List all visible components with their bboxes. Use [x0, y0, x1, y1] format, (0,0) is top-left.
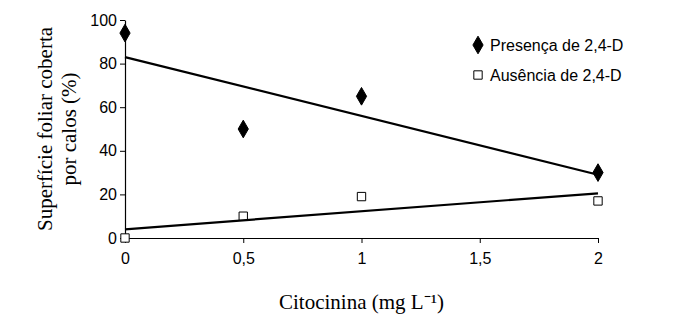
point: [356, 87, 366, 105]
point: [121, 234, 129, 242]
tick-label: 20: [99, 186, 117, 203]
legend-marker: [474, 71, 482, 79]
y-axis-title: por calos (%): [57, 72, 81, 185]
tick-label: 1: [358, 250, 367, 267]
point: [357, 192, 365, 200]
tick: 40: [99, 142, 125, 159]
tick: 60: [99, 99, 125, 116]
tick: 100: [90, 12, 125, 29]
tick-mark: [120, 151, 125, 152]
tick: 80: [99, 55, 125, 72]
marks: [120, 24, 603, 242]
tick: 1,5: [469, 238, 491, 267]
tick-label: 0: [108, 230, 117, 247]
x-axis: 0 0,5 1 1,5 2: [121, 238, 603, 267]
tick-label: 0,5: [233, 250, 255, 267]
legend-marker: [473, 36, 483, 54]
y-axis-title: Superfície foliar coberta: [33, 26, 57, 231]
tick-mark: [362, 238, 363, 243]
tick: 20: [99, 186, 125, 203]
chart: 00,511,52020406080100Citocinina (mg L⁻¹)…: [0, 0, 688, 323]
tick-label: 100: [90, 12, 117, 29]
tick-mark: [120, 20, 125, 21]
tick-mark: [120, 107, 125, 108]
legend-label: Ausência de 2,4-D: [490, 67, 622, 84]
y-axis: 0 20 40 60 80 100: [90, 12, 125, 247]
point: [593, 164, 603, 182]
legend: Presença de 2,4-D Ausência de 2,4-D: [473, 36, 624, 83]
trend-line: [125, 193, 598, 229]
tick: 1: [358, 238, 367, 267]
point: [238, 120, 248, 138]
tick-mark: [598, 238, 599, 243]
point: [594, 197, 602, 205]
legend-label: Presença de 2,4-D: [490, 37, 623, 54]
tick-label: 1,5: [469, 250, 491, 267]
tick: 2: [594, 238, 603, 267]
point: [120, 24, 130, 42]
tick-label: 60: [99, 99, 117, 116]
tick-mark: [120, 194, 125, 195]
tick-label: 2: [594, 250, 603, 267]
tick: 0,5: [233, 238, 255, 267]
tick-label: 40: [99, 142, 117, 159]
x-axis-title: Citocinina (mg L⁻¹): [279, 290, 444, 314]
tick-label: 80: [99, 55, 117, 72]
tick-mark: [243, 238, 244, 243]
axis-line: [125, 21, 126, 239]
tick-mark: [120, 64, 125, 65]
tick-mark: [480, 238, 481, 243]
tick-label: 0: [121, 250, 130, 267]
